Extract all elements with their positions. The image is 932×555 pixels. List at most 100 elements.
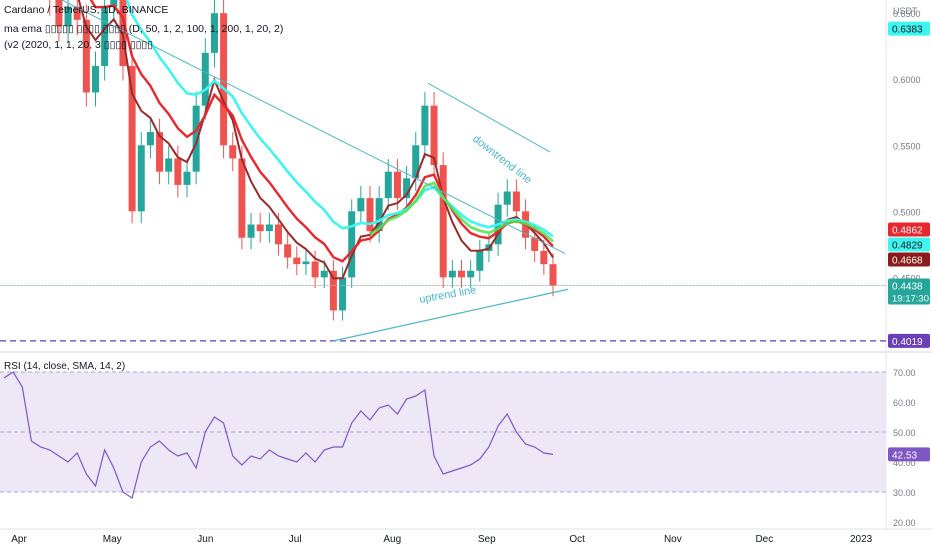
- candle-body: [540, 250, 548, 265]
- rsi-axis-tick: 70.00: [893, 368, 916, 378]
- candle-body: [375, 198, 383, 232]
- price-axis-tick: 0.5500: [893, 141, 921, 151]
- candle-body: [384, 171, 392, 199]
- rsi-title: RSI (14, close, SMA, 14, 2): [4, 361, 125, 372]
- price-label-bg: [888, 222, 930, 237]
- candle-body: [320, 270, 328, 278]
- candle-body: [531, 237, 539, 251]
- ema-long-line: [125, 0, 554, 238]
- candle-body: [256, 224, 264, 232]
- candle-body: [403, 178, 411, 199]
- time-axis-tick: May: [103, 534, 122, 545]
- rsi-axis-tick: 30.00: [893, 488, 916, 498]
- price-label: 0.4438: [892, 282, 923, 293]
- candle-body: [467, 270, 475, 278]
- ema-green-line: [369, 181, 554, 243]
- candle-body: [503, 191, 511, 205]
- candle-body: [448, 270, 456, 278]
- countdown-label: 19:17:30: [892, 294, 929, 305]
- rsi-axis-tick: 20.00: [893, 518, 916, 528]
- time-axis-tick: Jul: [289, 534, 302, 545]
- indicator-legend-ma-ema: ma ema ▯▯▯▯▯ ▯▯▯▯ ▯▯▯▯ (D, 50, 1, 2, 100…: [4, 23, 284, 35]
- candle-body: [110, 0, 118, 7]
- candles: [49, 0, 557, 321]
- price-axis-currency: USDT: [893, 6, 918, 16]
- candle-body: [430, 105, 438, 166]
- candle-body: [101, 6, 109, 67]
- candle-body: [229, 145, 237, 159]
- rsi-value-label: 42.53: [892, 450, 917, 461]
- candle-body: [174, 158, 182, 185]
- candle-body: [348, 211, 356, 278]
- price-label-bg: [888, 237, 930, 252]
- time-axis-tick: Apr: [11, 534, 27, 545]
- candle-body: [284, 244, 292, 258]
- time-axis-tick: Oct: [569, 534, 585, 545]
- trendline-channel: [427, 82, 551, 153]
- candle-body: [156, 132, 164, 172]
- candle-body: [55, 0, 63, 27]
- candle-body: [458, 270, 465, 278]
- trendline-uptrend: [333, 288, 569, 342]
- price-label-bg: [888, 278, 930, 305]
- rsi-line: [3, 371, 554, 499]
- indicator-legend-v2: (v2 (2020, 1, 1, 20, 3 ▯▯▯▯ ▯▯▯▯: [4, 39, 153, 51]
- candle-body: [128, 66, 136, 212]
- candle-body: [512, 191, 520, 212]
- candle-body: [82, 19, 90, 93]
- candle-body: [220, 13, 228, 146]
- candle-body: [439, 165, 447, 278]
- candle-body: [238, 158, 246, 238]
- ema-short-line: [77, 0, 554, 280]
- candle-body: [366, 198, 374, 232]
- symbol-title: Cardano / TetherUS, 1D, BINANCE: [4, 4, 169, 16]
- price-label: 0.4019: [892, 337, 923, 348]
- price-axis-tick: 0.5000: [893, 207, 921, 217]
- price-label-bg: [888, 333, 930, 348]
- candle-body: [421, 105, 429, 146]
- price-label-bg: [888, 252, 930, 267]
- time-axis-tick: Aug: [383, 534, 401, 545]
- rsi-value-bg: [888, 447, 930, 462]
- price-axis-tick: 0.6500: [893, 9, 921, 19]
- price-label: 0.4862: [892, 226, 923, 237]
- candle-body: [393, 171, 401, 199]
- candle-body: [210, 13, 218, 53]
- candle-body: [265, 224, 273, 232]
- candle-body: [192, 105, 200, 172]
- price-label: 0.4668: [892, 256, 923, 267]
- candle-body: [146, 132, 154, 146]
- time-axis-tick: Jun: [197, 534, 213, 545]
- rsi-axis-tick: 60.00: [893, 398, 916, 408]
- rsi-axis-tick: 50.00: [893, 428, 916, 438]
- candle-body: [293, 257, 301, 265]
- candle-body: [311, 261, 319, 278]
- time-axis-tick: 2023: [850, 534, 873, 545]
- candle-body: [64, 6, 72, 27]
- candle-body: [476, 250, 484, 271]
- candle-body: [412, 145, 420, 179]
- candle-body: [357, 198, 365, 212]
- trendline-upper: [61, 0, 566, 255]
- candle-body: [549, 264, 557, 286]
- candle-body: [201, 52, 209, 106]
- price-label: 0.4829: [892, 241, 923, 252]
- price-axis-tick: 0.6000: [893, 75, 921, 85]
- time-axis-tick: Sep: [478, 534, 496, 545]
- rsi-axis-tick: 40.00: [893, 458, 916, 468]
- candle-body: [165, 158, 173, 172]
- ema-medium-line: [89, 0, 554, 263]
- price-label: 0.6383: [892, 25, 923, 36]
- candle-body: [329, 270, 337, 311]
- candle-body: [339, 277, 347, 311]
- candle-body: [92, 66, 99, 93]
- candle-body: [302, 261, 310, 265]
- time-axis-tick: Dec: [755, 534, 773, 545]
- candle-body: [73, 6, 81, 20]
- candle-body: [137, 145, 145, 212]
- time-axis-tick: Nov: [664, 534, 682, 545]
- price-axis-tick: 0.4500: [893, 273, 921, 283]
- candle-body: [275, 224, 282, 245]
- candle-body: [247, 224, 255, 238]
